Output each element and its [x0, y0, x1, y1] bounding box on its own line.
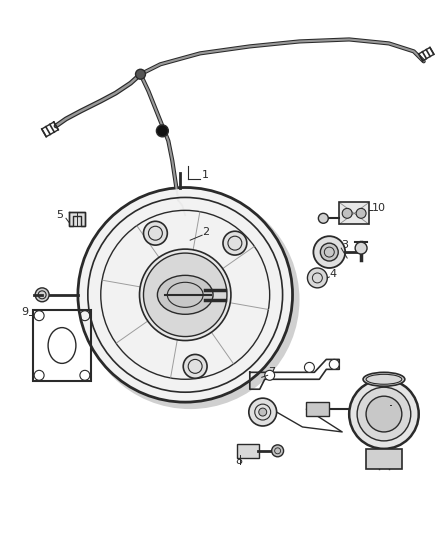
Circle shape — [356, 208, 366, 219]
Text: 5: 5 — [56, 211, 63, 220]
Circle shape — [314, 236, 345, 268]
Circle shape — [320, 243, 338, 261]
Circle shape — [342, 208, 352, 219]
Circle shape — [272, 445, 283, 457]
Text: 9: 9 — [21, 306, 28, 317]
Text: 8: 8 — [235, 456, 242, 466]
Text: 10: 10 — [372, 204, 386, 213]
Circle shape — [135, 69, 145, 79]
FancyBboxPatch shape — [69, 212, 85, 226]
Circle shape — [366, 396, 402, 432]
Circle shape — [144, 221, 167, 245]
Circle shape — [78, 188, 293, 402]
FancyBboxPatch shape — [237, 444, 259, 458]
Circle shape — [35, 288, 49, 302]
Circle shape — [265, 370, 275, 380]
Circle shape — [357, 387, 411, 441]
Ellipse shape — [363, 373, 405, 386]
Circle shape — [259, 408, 267, 416]
FancyBboxPatch shape — [339, 203, 369, 224]
Text: 6: 6 — [391, 397, 398, 407]
Text: 1: 1 — [202, 169, 209, 180]
FancyBboxPatch shape — [366, 449, 402, 469]
Text: 7: 7 — [268, 367, 275, 377]
Text: 3: 3 — [341, 240, 348, 250]
Circle shape — [349, 379, 419, 449]
Polygon shape — [307, 402, 329, 416]
Circle shape — [307, 268, 327, 288]
Circle shape — [183, 354, 207, 378]
Circle shape — [144, 253, 227, 336]
Circle shape — [81, 190, 300, 409]
Circle shape — [318, 213, 328, 223]
Ellipse shape — [157, 276, 213, 314]
Text: 2: 2 — [202, 227, 209, 237]
Circle shape — [355, 242, 367, 254]
Text: 4: 4 — [329, 269, 336, 279]
Circle shape — [156, 125, 168, 137]
Circle shape — [140, 249, 231, 341]
Circle shape — [304, 362, 314, 373]
Circle shape — [249, 398, 277, 426]
Circle shape — [329, 359, 339, 369]
Circle shape — [223, 231, 247, 255]
